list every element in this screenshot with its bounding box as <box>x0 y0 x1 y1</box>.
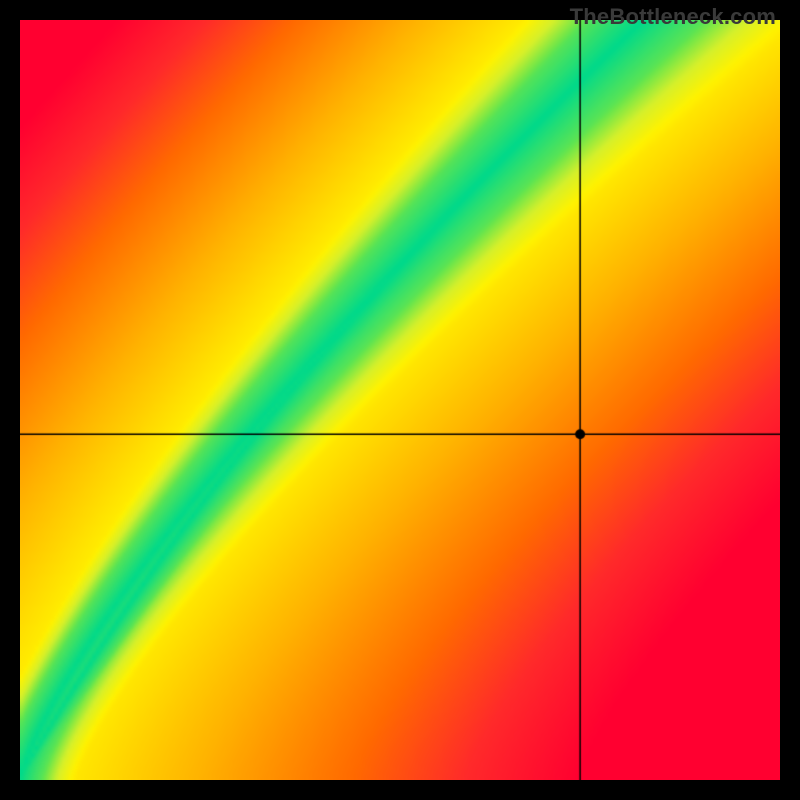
crosshair-overlay <box>20 20 780 780</box>
chart-container: TheBottleneck.com <box>0 0 800 800</box>
watermark-text: TheBottleneck.com <box>570 4 776 30</box>
